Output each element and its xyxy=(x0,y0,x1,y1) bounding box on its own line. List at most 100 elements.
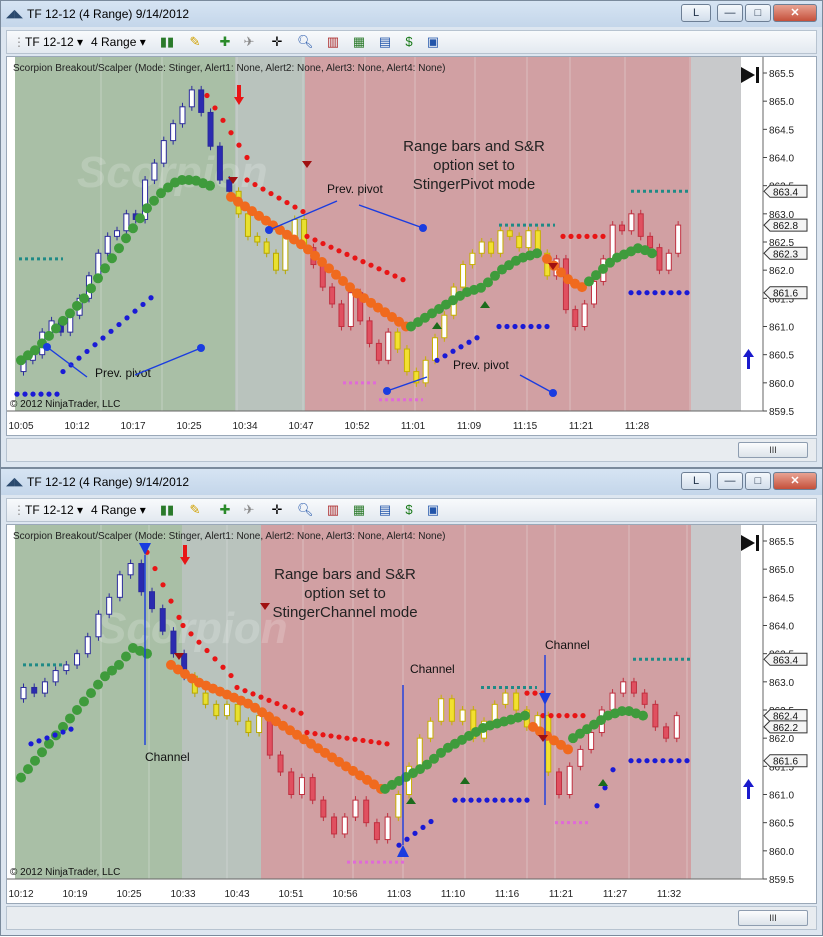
strategies-icon[interactable]: ▦ xyxy=(352,34,366,49)
resistance-dot xyxy=(600,233,606,239)
instrument-selector[interactable]: TF 12-12 ▾ xyxy=(25,35,84,49)
interval-selector[interactable]: 4 Range ▾ xyxy=(91,35,146,49)
trend-dot-green xyxy=(58,721,68,732)
price-tick-label: 861.5 xyxy=(769,762,794,773)
resistance-dot xyxy=(220,664,226,670)
trend-dot-orange xyxy=(373,302,383,313)
candle xyxy=(63,664,70,672)
toolbar-grip: ⋮ xyxy=(13,503,25,517)
zoom-icon[interactable]: 🔍︎ xyxy=(297,502,314,517)
minimize-button[interactable]: — xyxy=(717,4,743,22)
resistance-dot xyxy=(312,731,318,737)
time-tick-label: 10:17 xyxy=(120,421,145,432)
candle xyxy=(384,816,391,841)
dollar-icon[interactable]: $ xyxy=(405,34,413,49)
time-tick-label: 11:16 xyxy=(495,889,520,900)
trend-dot-green xyxy=(44,738,54,749)
support-dot xyxy=(84,348,90,355)
chart-properties-icon[interactable]: ▤ xyxy=(378,502,392,517)
chart-panel[interactable]: Scorpion Scorpion Breakout/Scalper (Mode:… xyxy=(6,524,817,904)
trend-dot-green xyxy=(37,747,47,758)
support-dot xyxy=(60,729,66,735)
data-box-icon[interactable]: ▣ xyxy=(426,34,440,49)
trend-zone xyxy=(15,525,182,879)
pencil-icon[interactable]: ✎ xyxy=(189,34,201,49)
zoom-icon[interactable]: 🔍︎ xyxy=(297,34,314,49)
resistance-dot xyxy=(180,622,186,629)
support-dot xyxy=(46,391,52,397)
scroll-thumb[interactable]: III xyxy=(738,442,808,458)
price-tick-label: 860.0 xyxy=(769,847,794,858)
resistance-dot xyxy=(584,233,590,239)
chart-panel[interactable]: Scorpion Scorpion Breakout/Scalper (Mode:… xyxy=(6,56,817,436)
title-bar[interactable]: ◢◣ TF 12-12 (4 Range) 9/14/2012 L — □ ✕ xyxy=(1,1,822,27)
resistance-dot xyxy=(252,181,258,188)
hide-icon[interactable]: ✈ xyxy=(243,34,255,49)
pencil-icon[interactable]: ✎ xyxy=(189,502,201,517)
support-dot xyxy=(504,323,510,330)
strategies-icon[interactable]: ▦ xyxy=(352,502,366,517)
minimize-button[interactable]: — xyxy=(717,472,743,490)
add-indicator-icon[interactable]: ✚ xyxy=(219,34,231,49)
price-tick-label: 861.5 xyxy=(769,294,794,305)
candle xyxy=(525,230,532,249)
maximize-button[interactable]: □ xyxy=(745,4,771,22)
candle xyxy=(652,703,659,728)
signal-triangle xyxy=(460,777,470,784)
time-tick-label: 10:56 xyxy=(332,889,357,900)
price-tick-label: 862.0 xyxy=(769,266,794,277)
resistance-dot xyxy=(212,656,218,662)
chart-properties-icon[interactable]: ▤ xyxy=(378,34,392,49)
trend-dot-green xyxy=(30,755,40,766)
title-bar[interactable]: ◢◣ TF 12-12 (4 Range) 9/14/2012 L — □ ✕ xyxy=(1,469,822,495)
scroll-thumb[interactable]: III xyxy=(738,910,808,926)
candle xyxy=(459,709,466,722)
candle xyxy=(647,235,654,249)
crosshair-icon[interactable]: ✛ xyxy=(271,502,283,517)
candle xyxy=(619,224,626,232)
indicators-icon[interactable]: ▥ xyxy=(326,34,340,49)
indicators-icon[interactable]: ▥ xyxy=(326,502,340,517)
buy-arrow-shaft xyxy=(747,787,750,799)
chart-toolbar: ⋮ TF 12-12 ▾ 4 Range ▾ ▮▮ ✎ ✚ ✈ ✛ 🔍︎ ▥ ▦… xyxy=(6,498,817,522)
support-dot xyxy=(68,726,74,732)
resistance-dot xyxy=(300,208,306,215)
support-dot xyxy=(116,321,122,328)
time-tick-label: 11:10 xyxy=(441,889,466,900)
trend-dot-green xyxy=(16,355,26,366)
data-box-icon[interactable]: ▣ xyxy=(426,502,440,517)
resistance-dot xyxy=(384,269,390,276)
price-tick-label: 859.5 xyxy=(769,407,794,418)
horizontal-scrollbar[interactable]: III xyxy=(6,906,817,930)
candle xyxy=(516,235,523,249)
close-button[interactable]: ✕ xyxy=(773,4,817,22)
instrument-selector[interactable]: TF 12-12 ▾ xyxy=(25,503,84,517)
support-dot xyxy=(644,290,650,296)
bar-type-icon[interactable]: ▮▮ xyxy=(159,502,175,517)
horizontal-scrollbar[interactable]: III xyxy=(6,438,817,462)
add-indicator-icon[interactable]: ✚ xyxy=(219,502,231,517)
resistance-dot xyxy=(236,142,242,148)
hide-icon[interactable]: ✈ xyxy=(243,502,255,517)
candle xyxy=(106,596,113,615)
trend-dot-green xyxy=(598,263,608,274)
link-button[interactable]: L xyxy=(681,4,711,22)
candle xyxy=(95,613,102,638)
close-button[interactable]: ✕ xyxy=(773,472,817,490)
time-tick-label: 10:33 xyxy=(170,889,195,900)
support-dot xyxy=(484,797,490,803)
interval-selector[interactable]: 4 Range ▾ xyxy=(91,503,146,517)
link-button[interactable]: L xyxy=(681,472,711,490)
dollar-icon[interactable]: $ xyxy=(405,502,413,517)
resistance-dot xyxy=(260,186,266,192)
support-dot xyxy=(524,797,530,803)
bar-type-icon[interactable]: ▮▮ xyxy=(159,34,175,49)
crosshair-icon[interactable]: ✛ xyxy=(271,34,283,49)
signal-triangle xyxy=(406,797,416,804)
candle xyxy=(673,715,680,739)
resistance-dot xyxy=(320,732,326,738)
maximize-button[interactable]: □ xyxy=(745,472,771,490)
candle xyxy=(291,218,298,237)
